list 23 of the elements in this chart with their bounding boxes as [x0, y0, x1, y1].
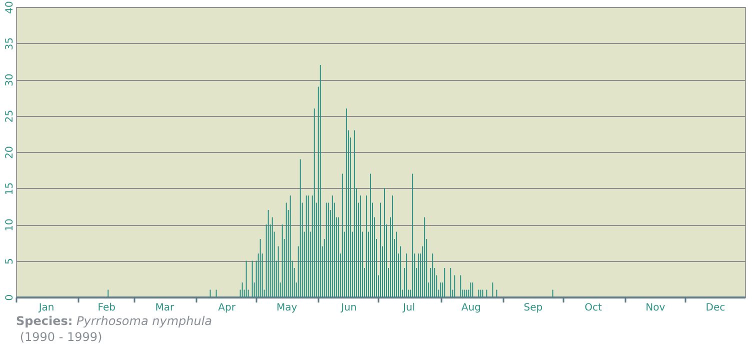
x-tick-label: Sep	[524, 302, 543, 314]
x-tick-label: Dec	[706, 302, 726, 314]
x-tick-label: Jul	[402, 302, 416, 314]
y-tick-label: 25	[4, 110, 16, 123]
y-tick-label: 40	[4, 1, 16, 14]
x-tick-label: Nov	[646, 302, 666, 314]
x-tick-label: Jan	[38, 302, 54, 314]
y-tick-label: 5	[4, 258, 16, 264]
y-tick-label: 30	[4, 74, 16, 86]
y-tick-label: 35	[4, 37, 16, 50]
y-tick-label: 0	[4, 294, 16, 301]
y-tick-label: 10	[4, 218, 16, 232]
x-tick-label: Aug	[461, 302, 481, 314]
x-tick-label: May	[276, 302, 298, 314]
x-tick-label: Apr	[218, 302, 236, 314]
x-tick-label: Jun	[340, 302, 357, 314]
y-tick-label: 20	[4, 146, 16, 159]
x-tick-label: Oct	[584, 302, 602, 314]
text: Species: Pyrrhosoma nymphula	[16, 314, 212, 328]
x-tick-label: Feb	[98, 302, 116, 314]
y-tick-label: 15	[4, 182, 16, 196]
x-tick-label: Mar	[155, 302, 176, 314]
text: (1990 - 1999)	[18, 329, 104, 345]
